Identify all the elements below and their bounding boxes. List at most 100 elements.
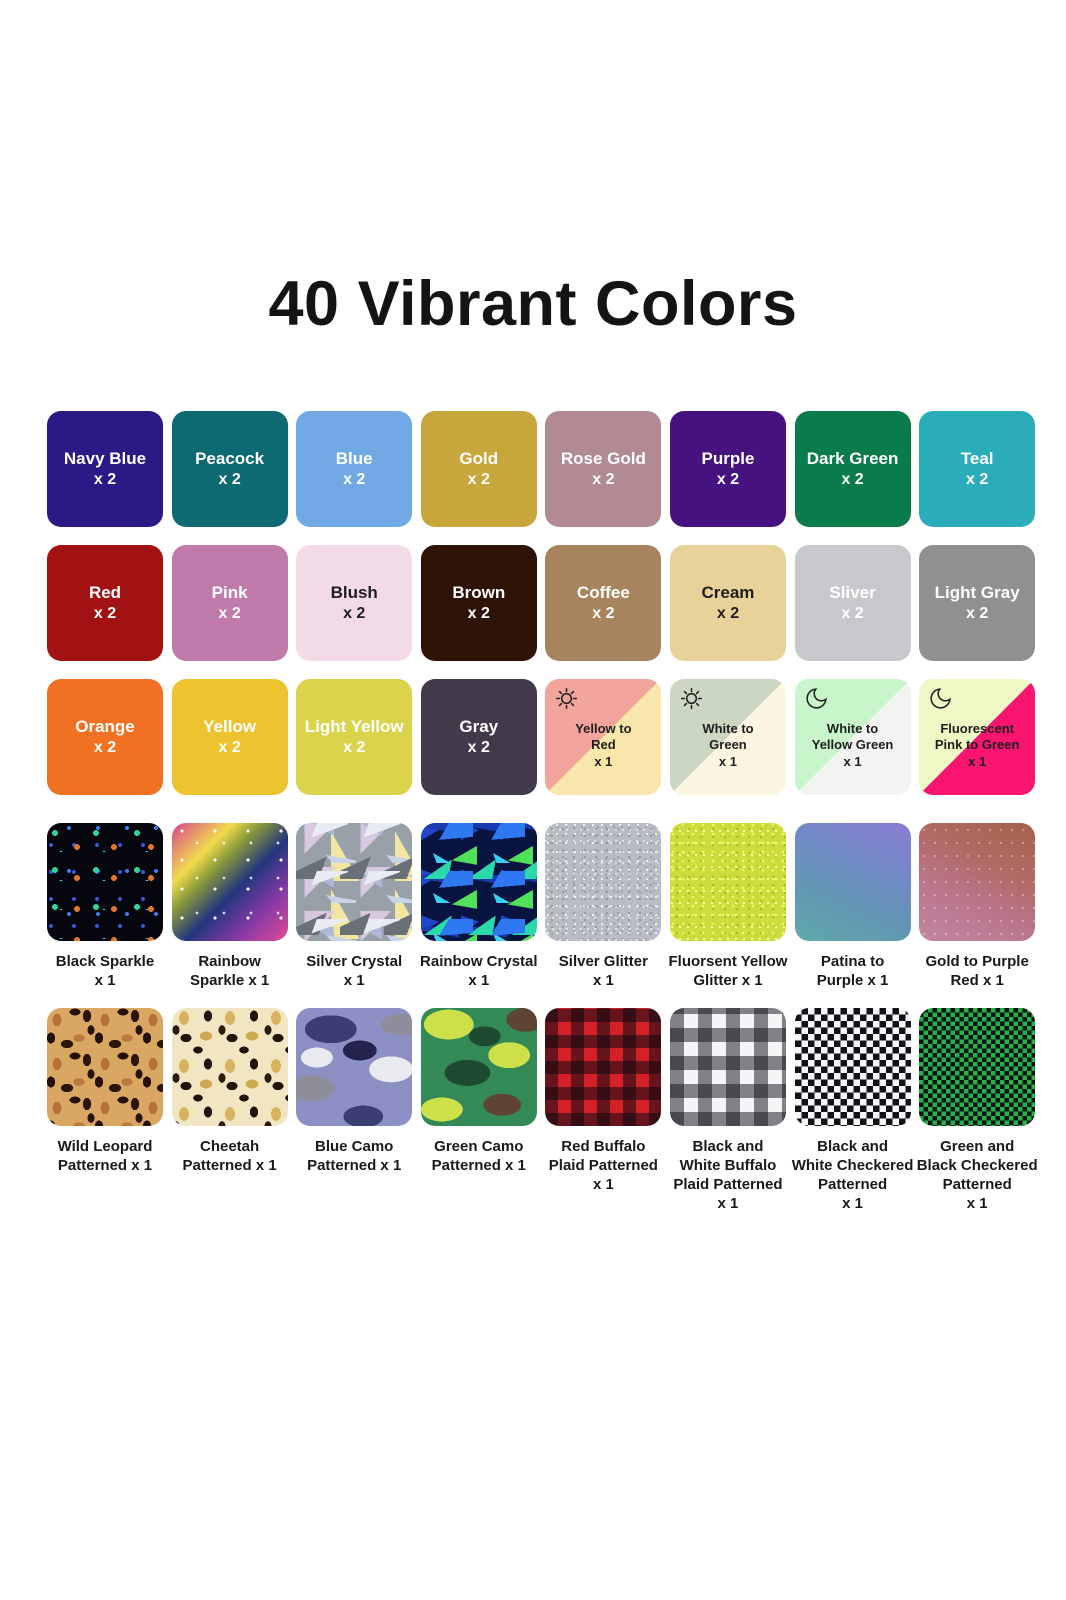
swatch-purple: Purple x 2 bbox=[669, 411, 786, 527]
green-black-checkered-texture bbox=[919, 1008, 1036, 1126]
swatch-fluorescent-yellow-glitter: Fluorsent Yellow Glitter x 1 bbox=[669, 823, 787, 990]
cheetah-texture bbox=[171, 1008, 288, 1126]
swatch-caption: Black and White Checkered Patterned x 1 bbox=[791, 1138, 914, 1212]
fluorescent-yellow-glitter-texture bbox=[669, 823, 786, 941]
gold-to-purple-red-texture bbox=[919, 823, 1036, 941]
swatch-name: Fluorescent Pink to Green bbox=[934, 721, 1020, 752]
swatch-yellow: Yellow x 2 bbox=[171, 679, 288, 795]
swatch-name: Yellow bbox=[203, 717, 257, 736]
swatch-caption: Cheetah Patterned x 1 bbox=[182, 1138, 277, 1174]
swatch-name: White to Green bbox=[702, 721, 754, 752]
swatch-white-to-green: White to Green x 1 bbox=[669, 679, 786, 795]
swatch-gray: Gray x 2 bbox=[420, 679, 537, 795]
swatch-count: x 1 bbox=[843, 754, 862, 769]
swatch-count: x 2 bbox=[467, 739, 490, 756]
swatch-count: x 2 bbox=[716, 605, 740, 622]
silver-crystal-texture bbox=[296, 823, 413, 941]
swatch-rainbow-sparkle: Rainbow Sparkle x 1 bbox=[171, 823, 288, 990]
swatch-gold: Gold x 2 bbox=[420, 411, 537, 527]
swatch-count: x 2 bbox=[218, 471, 241, 488]
swatch-count: x 2 bbox=[343, 471, 366, 488]
swatch-name: Cream bbox=[701, 583, 755, 602]
swatch-name: Pink bbox=[211, 583, 248, 602]
swatch-count: x 2 bbox=[467, 605, 490, 622]
sun-icon bbox=[556, 687, 578, 710]
patina-to-purple-texture bbox=[794, 823, 911, 941]
swatch-name: Gray bbox=[459, 717, 499, 736]
patterned-swatch-row: Wild Leopard Patterned x 1 Cheetah Patte… bbox=[47, 1008, 1038, 1213]
black-white-checkered-texture bbox=[794, 1008, 911, 1126]
moon-icon bbox=[930, 688, 951, 709]
swatch-peacock: Peacock x 2 bbox=[171, 411, 288, 527]
swatch-caption: Green Camo Patterned x 1 bbox=[431, 1138, 526, 1174]
swatch-navy-blue: Navy Blue x 2 bbox=[47, 411, 163, 527]
swatch-count: x 2 bbox=[93, 471, 117, 488]
swatch-caption: Patina to Purple x 1 bbox=[816, 953, 889, 989]
swatch-count: x 1 bbox=[594, 754, 613, 769]
rainbow-crystal-texture bbox=[420, 823, 537, 941]
swatch-black-sparkle: Black Sparkle x 1 bbox=[47, 823, 163, 990]
swatch-light-yellow: Light Yellow x 2 bbox=[296, 679, 413, 795]
swatch-blue: Blue x 2 bbox=[296, 411, 413, 527]
swatch-caption: Silver Crystal x 1 bbox=[306, 953, 403, 989]
swatch-count: x 2 bbox=[343, 739, 366, 756]
swatch-name: Coffee bbox=[576, 583, 630, 602]
swatch-cheetah: Cheetah Patterned x 1 bbox=[171, 1008, 288, 1213]
swatch-count: x 2 bbox=[592, 471, 615, 488]
swatch-caption: Red Buffalo Plaid Patterned x 1 bbox=[548, 1138, 658, 1193]
swatch-caption: Fluorsent Yellow Glitter x 1 bbox=[668, 953, 788, 989]
swatch-count: x 2 bbox=[716, 471, 740, 488]
swatch-light-gray: Light Gray x 2 bbox=[919, 545, 1036, 661]
swatch-caption: Blue Camo Patterned x 1 bbox=[307, 1138, 402, 1174]
swatch-count: x 2 bbox=[966, 471, 989, 488]
swatch-black-white-checkered: Black and White Checkered Patterned x 1 bbox=[792, 1008, 913, 1213]
swatch-gold-to-purple-red: Gold to Purple Red x 1 bbox=[919, 823, 1036, 990]
moon-icon bbox=[806, 688, 827, 709]
swatch-pink: Pink x 2 bbox=[171, 545, 288, 661]
swatch-caption: Black Sparkle x 1 bbox=[55, 953, 155, 989]
swatch-count: x 2 bbox=[966, 605, 989, 622]
swatch-name: Blue bbox=[335, 449, 373, 468]
swatch-fluorescent-pink-to-green: Fluorescent Pink to Green x 1 bbox=[919, 679, 1036, 795]
swatch-caption: Black and White Buffalo Plaid Patterned … bbox=[673, 1138, 783, 1212]
swatch-count: x 2 bbox=[841, 605, 864, 622]
swatch-name: Rose Gold bbox=[560, 449, 646, 468]
swatch-sliver: Sliver x 2 bbox=[794, 545, 911, 661]
wild-leopard-texture bbox=[47, 1008, 163, 1126]
swatch-name: Peacock bbox=[195, 449, 265, 468]
swatch-white-to-yellow-green: White to Yellow Green x 1 bbox=[794, 679, 911, 795]
swatch-name: Gold bbox=[459, 449, 499, 468]
swatch-caption: Silver Glitter x 1 bbox=[558, 953, 648, 989]
swatch-dark-green: Dark Green x 2 bbox=[794, 411, 911, 527]
page-title: 40 Vibrant Colors bbox=[268, 269, 798, 339]
swatch-count: x 2 bbox=[467, 471, 490, 488]
swatch-name: Red bbox=[88, 583, 122, 602]
swatch-silver-crystal: Silver Crystal x 1 bbox=[296, 823, 413, 990]
swatch-name: Light Yellow bbox=[304, 717, 404, 736]
swatch-count: x 2 bbox=[93, 605, 117, 622]
red-buffalo-plaid-texture bbox=[545, 1008, 662, 1126]
swatch-caption: Gold to Purple Red x 1 bbox=[925, 953, 1029, 989]
swatch-cream: Cream x 2 bbox=[669, 545, 786, 661]
swatch-red-buffalo-plaid: Red Buffalo Plaid Patterned x 1 bbox=[545, 1008, 662, 1213]
swatch-silver-glitter: Silver Glitter x 1 bbox=[545, 823, 662, 990]
swatch-rainbow-crystal: Rainbow Crystal x 1 bbox=[420, 823, 538, 990]
swatch-blush: Blush x 2 bbox=[296, 545, 413, 661]
swatch-name: Sliver bbox=[829, 583, 876, 602]
swatch-count: x 2 bbox=[218, 605, 241, 622]
swatch-name: Yellow to Red bbox=[575, 721, 632, 752]
swatch-caption: Wild Leopard Patterned x 1 bbox=[57, 1138, 153, 1174]
swatch-patina-to-purple: Patina to Purple x 1 bbox=[794, 823, 911, 990]
green-camo-texture bbox=[420, 1008, 537, 1126]
swatch-brown: Brown x 2 bbox=[420, 545, 537, 661]
black-sparkle-texture bbox=[47, 823, 163, 941]
specialty-swatch-row: Black Sparkle x 1 Rainbow Sparkle x 1 Si… bbox=[47, 823, 1036, 990]
swatch-name: White to Yellow Green bbox=[811, 721, 894, 752]
swatch-name: Dark Green bbox=[806, 449, 899, 468]
black-white-buffalo-plaid-texture bbox=[669, 1008, 786, 1126]
sun-icon bbox=[680, 687, 703, 710]
swatch-green-camo: Green Camo Patterned x 1 bbox=[420, 1008, 537, 1213]
swatch-name: Brown bbox=[452, 583, 506, 602]
swatch-rose-gold: Rose Gold x 2 bbox=[545, 411, 662, 527]
